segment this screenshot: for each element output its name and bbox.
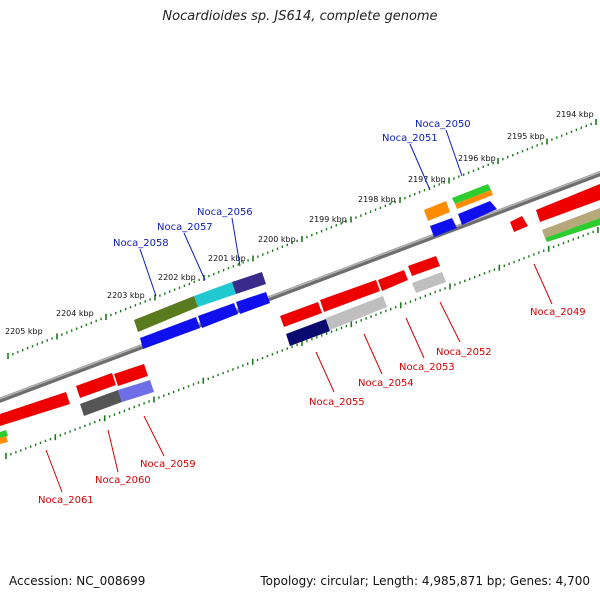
scale-label: 2199 kbp — [309, 215, 347, 224]
gene-block[interactable] — [326, 296, 387, 330]
gene-label-noca-2052[interactable]: Noca_2052 — [436, 347, 492, 358]
genome-summary-text: Topology: circular; Length: 4,985,871 bp… — [260, 574, 590, 588]
scale-label: 2205 kbp — [5, 327, 43, 336]
scale-label: 2194 kbp — [556, 110, 594, 119]
gene-block[interactable] — [76, 373, 116, 398]
scale-label: 2198 kbp — [358, 195, 396, 204]
gene-label-noca-2054[interactable]: Noca_2054 — [358, 378, 414, 389]
genome-backbone-highlight — [0, 171, 600, 400]
gene-block[interactable] — [236, 292, 270, 314]
map-title: Nocardioides sp. JS614, complete genome — [162, 9, 438, 24]
scale-label: 2202 kbp — [158, 273, 196, 282]
inner-tick-row — [5, 227, 599, 459]
gene-label-noca-2051[interactable]: Noca_2051 — [382, 133, 438, 144]
gene-label-noca-2050[interactable]: Noca_2050 — [415, 119, 471, 130]
scale-label: 2200 kbp — [258, 235, 296, 244]
gene-block[interactable] — [412, 272, 446, 293]
scale-label: 2203 kbp — [107, 291, 145, 300]
leader-line — [107, 429, 119, 473]
gene-block[interactable] — [430, 218, 457, 237]
genome-backbone — [0, 170, 600, 403]
leader-line — [45, 449, 63, 493]
gene-block[interactable] — [545, 218, 600, 242]
gene-label-noca-2061[interactable]: Noca_2061 — [38, 495, 94, 506]
gene-block[interactable] — [280, 302, 322, 327]
accession-text: Accession: NC_008699 — [9, 574, 146, 588]
gene-block[interactable] — [198, 303, 238, 328]
gene-block[interactable] — [542, 208, 600, 238]
gene-block[interactable] — [536, 184, 600, 222]
scale-label: 2197 kbp — [408, 175, 446, 184]
gene-block[interactable] — [114, 364, 148, 386]
forward-gene-labels — [139, 129, 463, 297]
gene-label-noca-2056[interactable]: Noca_2056 — [197, 207, 253, 218]
gene-label-noca-2060[interactable]: Noca_2060 — [95, 475, 151, 486]
gene-label-noca-2057[interactable]: Noca_2057 — [157, 222, 213, 233]
leader-line — [143, 415, 165, 457]
gene-block[interactable] — [0, 392, 70, 426]
gene-label-noca-2053[interactable]: Noca_2053 — [399, 362, 455, 373]
gene-block[interactable] — [0, 436, 8, 444]
gene-label-noca-2049[interactable]: Noca_2049 — [530, 307, 586, 318]
outer-tick-row — [7, 119, 597, 359]
leader-line — [183, 232, 206, 281]
gene-block[interactable] — [455, 190, 493, 209]
reverse-gene-labels — [45, 263, 553, 493]
gene-block[interactable] — [134, 296, 198, 332]
leader-line — [363, 333, 383, 375]
gene-block[interactable] — [140, 317, 200, 349]
leader-line — [409, 143, 431, 191]
scale-label: 2195 kbp — [507, 132, 545, 141]
gene-block[interactable] — [80, 390, 122, 416]
leader-line — [405, 317, 425, 359]
scale-labels: 2194 kbp 2195 kbp 2196 kbp 2197 kbp 2198… — [5, 110, 594, 336]
gene-block[interactable] — [232, 272, 266, 294]
leader-line — [139, 248, 157, 297]
gene-block[interactable] — [378, 270, 408, 291]
gene-label-noca-2059[interactable]: Noca_2059 — [140, 459, 196, 470]
gene-label-noca-2055[interactable]: Noca_2055 — [309, 397, 365, 408]
scale-label: 2204 kbp — [56, 309, 94, 318]
gene-block[interactable] — [194, 282, 236, 307]
gene-block[interactable] — [408, 256, 440, 276]
gene-block[interactable] — [320, 280, 380, 312]
scale-label: 2196 kbp — [458, 154, 496, 163]
scale-label: 2201 kbp — [208, 254, 246, 263]
leader-line — [315, 351, 335, 393]
gene-block[interactable] — [458, 201, 497, 225]
leader-line — [439, 301, 461, 343]
gene-block[interactable] — [118, 380, 154, 402]
leader-line — [231, 217, 241, 267]
gene-block[interactable] — [424, 201, 450, 221]
leader-line — [533, 263, 553, 305]
feature-track — [0, 184, 600, 444]
gene-label-noca-2058[interactable]: Noca_2058 — [113, 238, 169, 249]
gene-block[interactable] — [286, 319, 330, 346]
leader-line — [445, 129, 463, 177]
gene-block[interactable] — [510, 216, 528, 232]
gene-block[interactable] — [452, 184, 491, 204]
